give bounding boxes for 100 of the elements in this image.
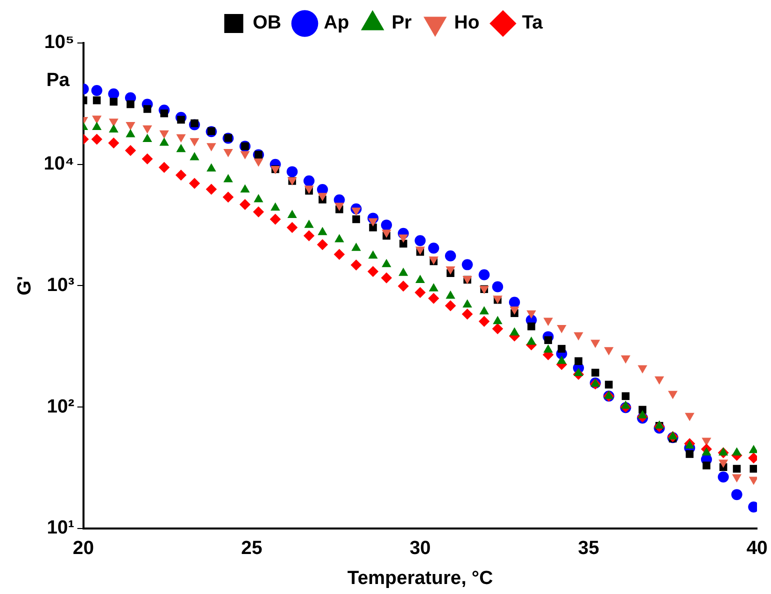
point [444,300,456,312]
point [108,118,118,127]
point [369,224,377,232]
legend-label: Pr [392,12,412,34]
point [398,268,408,276]
point [748,444,757,454]
point [527,322,536,330]
point [110,98,118,106]
point [591,368,600,377]
point [718,447,728,456]
legend-label: Ap [324,12,350,34]
point [222,192,234,203]
point [543,344,553,353]
point [398,234,408,243]
point [368,218,378,227]
point [143,105,152,113]
point [604,390,614,399]
point [543,318,553,326]
point [380,220,392,231]
point [462,308,473,320]
point [446,290,456,299]
point [478,269,490,280]
point [126,122,136,130]
point [352,215,360,224]
point [124,145,136,156]
point [414,286,426,298]
point [428,242,440,254]
point [254,194,264,202]
x-tick-label: 20 [72,538,94,560]
point [750,464,757,473]
point [240,184,250,193]
point [574,357,582,366]
point [479,306,489,314]
point [620,400,630,409]
point [686,450,694,458]
point [398,280,409,292]
x-tick-label: 40 [746,538,768,560]
point [304,230,315,242]
point [556,356,566,364]
point [142,153,153,164]
point [92,116,102,124]
point [622,392,630,400]
point [158,162,170,173]
point [252,206,264,218]
point [176,170,187,181]
point [702,462,710,470]
point [732,464,741,473]
point [526,336,536,345]
text: Pa [46,70,70,92]
point [92,96,101,104]
point [380,272,392,284]
point [188,178,200,189]
point [160,110,168,118]
y-tick-label: 10⁴ [44,154,74,175]
point [176,134,186,143]
point [318,192,328,202]
point [240,198,251,210]
point [444,250,456,262]
x-axis-title: Temperature, °C [347,568,494,589]
point [304,220,314,228]
x-tick-label: 35 [578,538,600,560]
y-tick-label: 10² [46,396,74,418]
point [190,119,198,128]
point [334,248,345,260]
point [108,137,120,148]
point [108,88,120,100]
point [638,365,648,374]
y-tick-label: 10¹ [46,518,74,539]
point [190,138,200,146]
point [508,296,520,308]
point [351,242,361,251]
point [126,100,134,108]
y-tick-label: 10³ [46,274,74,296]
point [350,260,362,271]
point [604,380,613,389]
legend-label: Ta [522,12,544,34]
point [351,208,361,216]
point [334,202,344,212]
point [446,266,456,275]
point [177,116,185,124]
point [316,239,328,250]
point [428,283,438,292]
point [462,299,472,308]
point [223,174,233,182]
point [270,214,281,225]
point [510,306,520,315]
point [492,323,504,334]
point [732,447,742,456]
x-tick-label: 30 [410,538,431,560]
point [668,431,678,440]
y-tick-label: 10⁵ [44,32,74,54]
point [206,184,217,195]
point [91,85,102,96]
point [368,266,379,277]
point [318,226,328,236]
point [334,234,344,242]
point [207,127,216,135]
point [382,258,392,268]
legend-label: OB [252,12,282,34]
point [159,130,169,139]
